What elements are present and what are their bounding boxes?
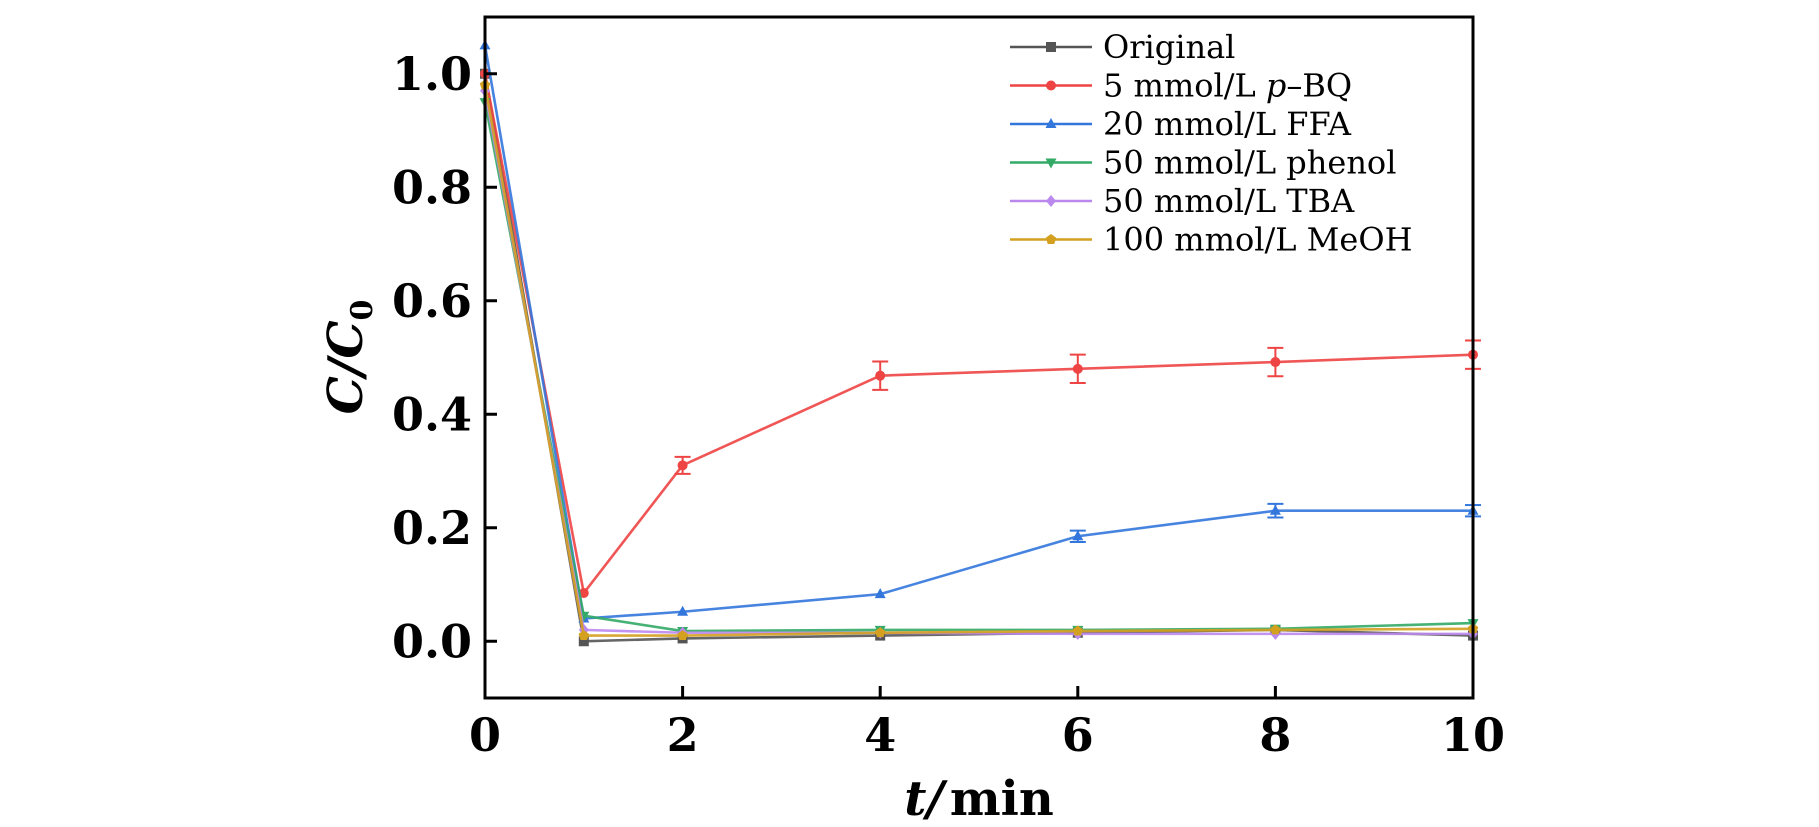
legend-label-part: 5 mmol/L [1103,67,1266,105]
y-axis-denominator: C [318,320,374,358]
x-tick-label: 4 [864,708,896,762]
data-point [1072,363,1083,374]
x-axis-variable: t [904,771,926,827]
series-1 [480,68,1481,599]
data-point [1072,530,1084,541]
legend-label: 5 mmol/L p–BQ [1103,67,1352,105]
legend-label: Original [1103,28,1235,66]
y-tick-label: 0.2 [392,501,472,555]
legend-label-part: –BQ [1286,67,1352,105]
y-axis-subscript: 0 [345,300,380,321]
x-axis-title: t/min [904,771,1054,827]
y-tick-label: 1.0 [392,47,472,101]
data-point [1269,504,1281,515]
legend-marker [1046,80,1056,91]
data-point [1270,357,1281,368]
legend-marker [1046,195,1056,207]
data-point [578,588,589,599]
legend-marker [1045,234,1057,244]
y-tick-label: 0.0 [392,614,472,668]
y-tick-label: 0.6 [392,274,472,328]
x-tick-label: 8 [1259,708,1291,762]
data-point [874,627,886,638]
x-axis: 0 2 4 6 8 10 [469,686,1505,762]
x-tick-label: 6 [1062,708,1094,762]
plot-frame [483,15,1475,700]
legend-marker [1046,42,1056,52]
data-point [1270,624,1281,635]
series-5 [479,79,1479,641]
y-axis: 0.0 0.2 0.4 0.6 0.8 1.0 [392,47,497,668]
x-axis-unit: min [950,771,1054,827]
data-point [1072,625,1084,636]
legend-label-part: p [1266,67,1286,105]
data-point [677,460,688,471]
x-tick-label: 2 [667,708,699,762]
x-tick-label: 10 [1441,708,1505,762]
y-tick-label: 0.8 [392,160,472,214]
legend-label: 100 mmol/L MeOH [1103,221,1412,259]
x-axis-slash: / [922,771,948,827]
legend-label: 50 mmol/L TBA [1103,182,1355,220]
data-point [874,588,886,599]
data-point [578,630,590,641]
data-point [677,605,689,616]
data-point [578,636,589,647]
data-point [875,370,886,381]
y-axis-numerator: C [318,376,374,414]
y-axis-title: C/C0 [318,300,380,415]
legend-label: 20 mmol/L FFA [1103,105,1352,143]
x-tick-label: 0 [469,708,501,762]
legend-label: 50 mmol/L phenol [1103,144,1396,182]
y-tick-label: 0.4 [392,387,472,441]
legend-marker [1045,158,1057,169]
legend-marker [1045,118,1057,128]
data-point [677,630,688,641]
plot-content [479,39,1481,647]
